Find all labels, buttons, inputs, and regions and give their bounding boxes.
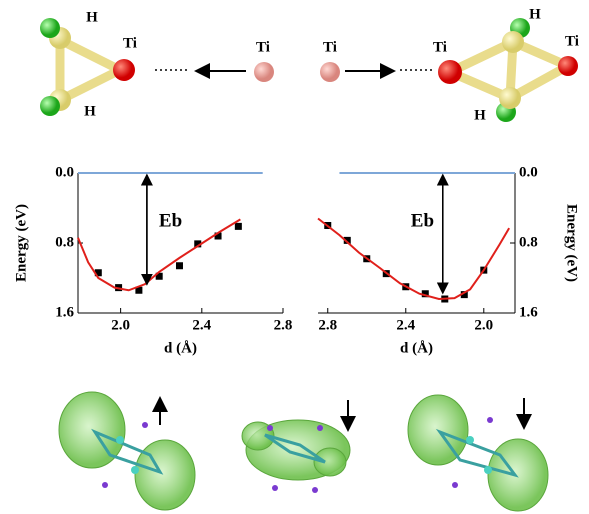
x-axis-label: d (Å) (400, 340, 433, 356)
data-point (94, 269, 102, 277)
data-point (175, 262, 183, 270)
molecule-labels: H Ti H Ti Ti Ti Ti H H (84, 6, 579, 123)
x-tick-label: 2.8 (274, 317, 293, 333)
ti-atom (320, 62, 340, 82)
isosurface-3 (407, 394, 549, 512)
atom-label: Ti (256, 39, 270, 55)
molecule-right (438, 18, 579, 122)
annotation: Eb (411, 210, 434, 231)
y-axis-label: Energy (eV) (13, 204, 29, 282)
data-point (234, 222, 242, 230)
isosurface-2 (241, 400, 356, 493)
y-tick-label: 0.8 (519, 234, 538, 250)
data-point (214, 232, 222, 240)
x-tick-label: 2.8 (318, 317, 337, 333)
x-tick-label: 2.0 (474, 317, 493, 333)
x-tick-label: 2.4 (192, 317, 211, 333)
charts: 0.00.81.62.0 2.4 2.8d (Å)Energy (eV) Eb0.00… (13, 164, 579, 356)
atom-label: H (474, 107, 486, 123)
atom-label: H (84, 103, 96, 119)
y-axis-label: Energy (eV) (564, 204, 580, 282)
atom-label: Ti (433, 39, 447, 55)
x-axis-label: d (Å) (164, 340, 197, 356)
x-tick-label: 2.0 (111, 317, 130, 333)
atom-label: H (86, 9, 98, 25)
data-point (194, 240, 202, 248)
y-tick-label: 0.8 (55, 234, 74, 250)
data-point (421, 290, 429, 298)
data-point (460, 291, 468, 299)
atom-label: Ti (123, 35, 137, 51)
ti-atom (254, 62, 274, 82)
annotation: Eb (159, 210, 182, 231)
molecule-left (40, 18, 135, 116)
y-tick-label: 0.0 (55, 164, 74, 180)
data-point (135, 286, 143, 294)
y-tick-label: 1.6 (519, 304, 538, 320)
data-point (343, 236, 351, 244)
data-point (155, 272, 163, 280)
y-tick-label: 0.0 (519, 164, 538, 180)
atom-label: H (529, 6, 541, 22)
x-tick-label: 2.4 (396, 317, 415, 333)
atom-label: Ti (323, 39, 337, 55)
atom-label: Ti (565, 33, 579, 49)
chart: 0.0 0.8 1.6 2.8 2.4 2.0 d (Å) Energy (eV) Eb (317, 164, 580, 356)
y-tick-label: 1.6 (55, 304, 74, 320)
isosurface-1 (58, 391, 196, 511)
fit-curve (317, 217, 511, 301)
chart: 0.0 0.8 1.6 2.0 2.4 2.8 d (Å) Energy (eV) Eb (13, 164, 292, 356)
